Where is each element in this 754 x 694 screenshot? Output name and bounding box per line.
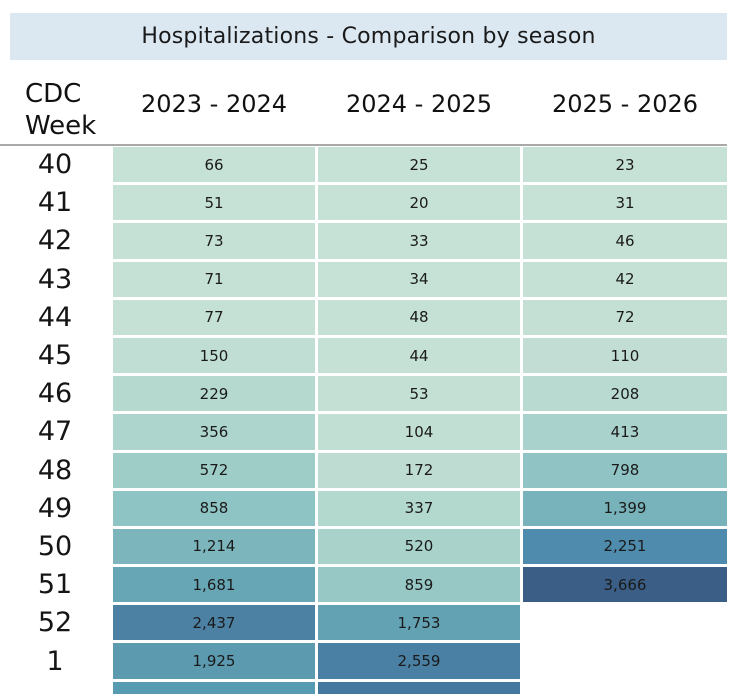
table-title: Hospitalizations - Comparison by season xyxy=(10,13,727,60)
table-row: 47 356 104 413 xyxy=(0,414,727,450)
value-cell: 110 xyxy=(523,337,727,374)
week-label: 40 xyxy=(37,149,73,181)
value-cell xyxy=(318,681,520,694)
value-cell: 172 xyxy=(318,452,520,488)
week-label: 49 xyxy=(37,492,73,524)
value-cell: 51 xyxy=(113,185,315,221)
table-row: 1 1,925 2,559 xyxy=(0,643,727,679)
week-label: 1 xyxy=(46,645,64,677)
table-row: 43 71 34 42 xyxy=(0,261,727,297)
value-cell: 1,214 xyxy=(113,528,315,565)
season-header-2023-2024: 2023 - 2024 xyxy=(140,90,288,118)
value-cell: 25 xyxy=(318,147,520,183)
value-cell: 46 xyxy=(523,223,727,259)
value-cell: 229 xyxy=(113,376,315,412)
week-label: 48 xyxy=(37,454,73,486)
value-cell: 520 xyxy=(318,528,520,565)
value-cell: 44 xyxy=(318,337,520,374)
value-cell: 1,753 xyxy=(318,605,520,641)
season-header-2024-2025: 2024 - 2025 xyxy=(345,90,493,118)
value-cell: 34 xyxy=(318,261,520,297)
week-label xyxy=(0,682,110,694)
week-column-header: CDC Week xyxy=(25,79,97,141)
value-cell: 2,559 xyxy=(318,643,520,679)
empty-cell xyxy=(523,643,727,678)
table-row: 45 150 44 110 xyxy=(0,337,727,374)
table-row: 49 858 337 1,399 xyxy=(0,490,727,526)
value-cell: 33 xyxy=(318,223,520,259)
table-row: 48 572 172 798 xyxy=(0,452,727,488)
value-cell: 48 xyxy=(318,299,520,335)
week-label: 47 xyxy=(37,416,73,448)
empty-cell xyxy=(523,605,727,640)
value-cell: 572 xyxy=(113,452,315,488)
value-cell: 53 xyxy=(318,376,520,412)
value-cell: 71 xyxy=(113,261,315,297)
value-cell: 2,437 xyxy=(113,605,315,641)
table-row: 51 1,681 859 3,666 xyxy=(0,567,727,603)
week-label: 44 xyxy=(37,301,73,333)
value-cell: 1,681 xyxy=(113,567,315,603)
week-label: 51 xyxy=(37,569,73,601)
value-cell: 413 xyxy=(523,414,727,450)
value-cell: 77 xyxy=(113,299,315,335)
week-label: 50 xyxy=(37,530,73,562)
value-cell: 208 xyxy=(523,376,727,412)
value-cell: 104 xyxy=(318,414,520,450)
week-label: 41 xyxy=(37,187,73,219)
table-row: 42 73 33 46 xyxy=(0,223,727,259)
header-divider xyxy=(0,144,727,146)
value-cell xyxy=(113,681,315,694)
value-cell: 798 xyxy=(523,452,727,488)
table-grid: 40 66 25 23 41 51 20 31 42 73 33 46 43 71 34 42 44 77 48 72… xyxy=(0,147,727,694)
value-cell: 337 xyxy=(318,490,520,526)
value-cell: 3,666 xyxy=(523,567,727,603)
table-row: 41 51 20 31 xyxy=(0,185,727,221)
value-cell: 72 xyxy=(523,299,727,335)
table-row: 46 229 53 208 xyxy=(0,376,727,412)
value-cell: 31 xyxy=(523,185,727,221)
value-cell: 20 xyxy=(318,185,520,221)
week-label: 43 xyxy=(37,263,73,295)
table-row: 52 2,437 1,753 xyxy=(0,605,727,641)
value-cell: 66 xyxy=(113,147,315,183)
value-cell: 858 xyxy=(113,490,315,526)
table-row: 50 1,214 520 2,251 xyxy=(0,528,727,565)
table-header: CDC Week 2023 - 2024 2024 - 2025 2025 - … xyxy=(0,60,727,144)
empty-cell xyxy=(523,682,727,694)
table-row: 44 77 48 72 xyxy=(0,299,727,335)
value-cell: 2,251 xyxy=(523,528,727,565)
value-cell: 1,399 xyxy=(523,490,727,526)
value-cell: 150 xyxy=(113,337,315,374)
week-label: 45 xyxy=(37,340,73,372)
week-label: 52 xyxy=(37,607,73,639)
value-cell: 23 xyxy=(523,147,727,183)
value-cell: 42 xyxy=(523,261,727,297)
value-cell: 859 xyxy=(318,567,520,603)
table-row xyxy=(0,681,727,694)
week-label: 46 xyxy=(37,378,73,410)
value-cell: 356 xyxy=(113,414,315,450)
table-row: 40 66 25 23 xyxy=(0,147,727,183)
week-label: 42 xyxy=(37,225,73,257)
season-header-2025-2026: 2025 - 2026 xyxy=(551,90,699,118)
value-cell: 1,925 xyxy=(113,643,315,679)
value-cell: 73 xyxy=(113,223,315,259)
